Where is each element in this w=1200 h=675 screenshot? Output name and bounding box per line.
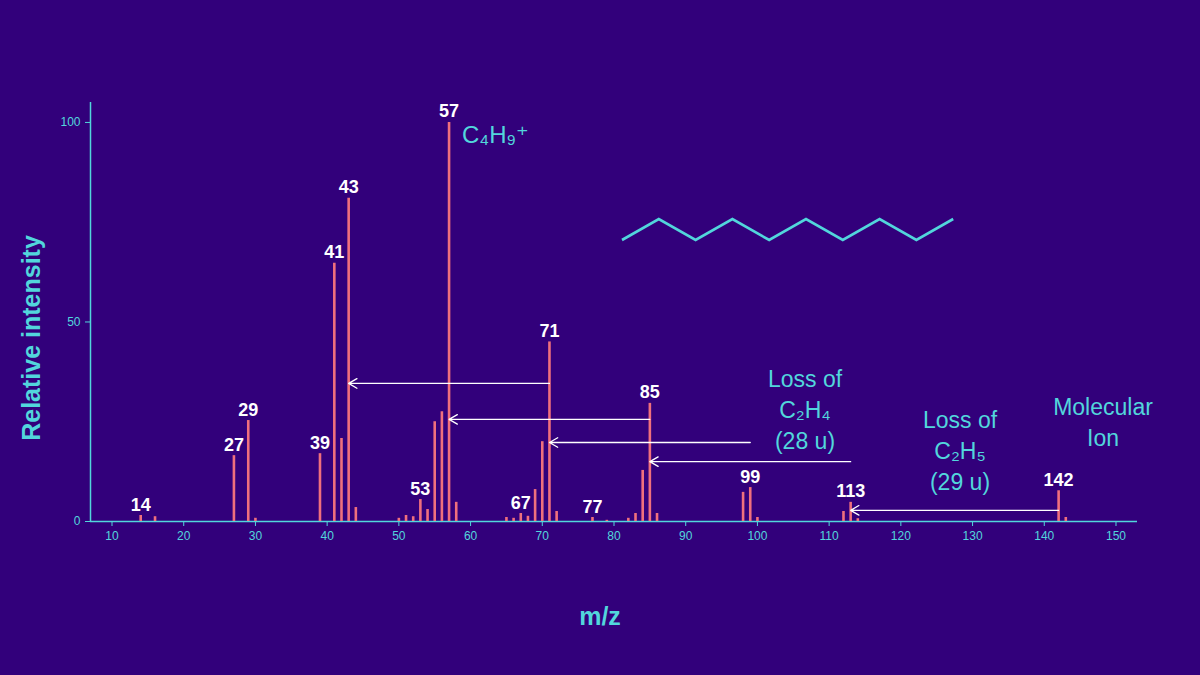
svg-text:77: 77	[582, 497, 602, 517]
svg-text:100: 100	[747, 529, 767, 543]
svg-text:67: 67	[511, 493, 531, 513]
svg-text:99: 99	[740, 467, 760, 487]
svg-text:140: 140	[1034, 529, 1054, 543]
svg-text:130: 130	[963, 529, 983, 543]
svg-text:85: 85	[640, 382, 660, 402]
svg-text:50: 50	[392, 529, 406, 543]
svg-text:39: 39	[310, 433, 330, 453]
svg-text:53: 53	[410, 479, 430, 499]
svg-text:110: 110	[820, 529, 839, 543]
svg-text:Relative intensity: Relative intensity	[17, 235, 45, 441]
svg-text:0: 0	[74, 514, 81, 528]
svg-text:14: 14	[131, 495, 151, 515]
svg-text:57: 57	[439, 101, 459, 121]
svg-text:142: 142	[1044, 470, 1074, 490]
svg-text:71: 71	[539, 321, 559, 341]
svg-text:41: 41	[324, 242, 344, 262]
svg-text:120: 120	[891, 529, 911, 543]
svg-text:70: 70	[536, 529, 550, 543]
svg-text:20: 20	[177, 529, 191, 543]
svg-text:27: 27	[224, 435, 244, 455]
svg-text:MolecularIon: MolecularIon	[1053, 394, 1153, 451]
svg-text:Loss ofC₂H₄(28 u): Loss ofC₂H₄(28 u)	[768, 366, 843, 454]
svg-text:90: 90	[679, 529, 693, 543]
svg-text:10: 10	[105, 529, 119, 543]
svg-text:40: 40	[320, 529, 334, 543]
svg-text:100: 100	[60, 115, 80, 129]
svg-text:50: 50	[67, 315, 81, 329]
svg-text:80: 80	[607, 529, 621, 543]
svg-text:30: 30	[249, 529, 263, 543]
svg-text:113: 113	[836, 481, 865, 501]
svg-text:C₄H₉⁺: C₄H₉⁺	[462, 121, 529, 148]
svg-text:60: 60	[464, 529, 478, 543]
svg-text:m/z: m/z	[579, 602, 621, 630]
svg-text:Loss ofC₂H₅(29 u): Loss ofC₂H₅(29 u)	[923, 407, 998, 495]
svg-text:150: 150	[1106, 529, 1126, 543]
svg-text:43: 43	[339, 177, 359, 197]
svg-text:29: 29	[238, 400, 258, 420]
